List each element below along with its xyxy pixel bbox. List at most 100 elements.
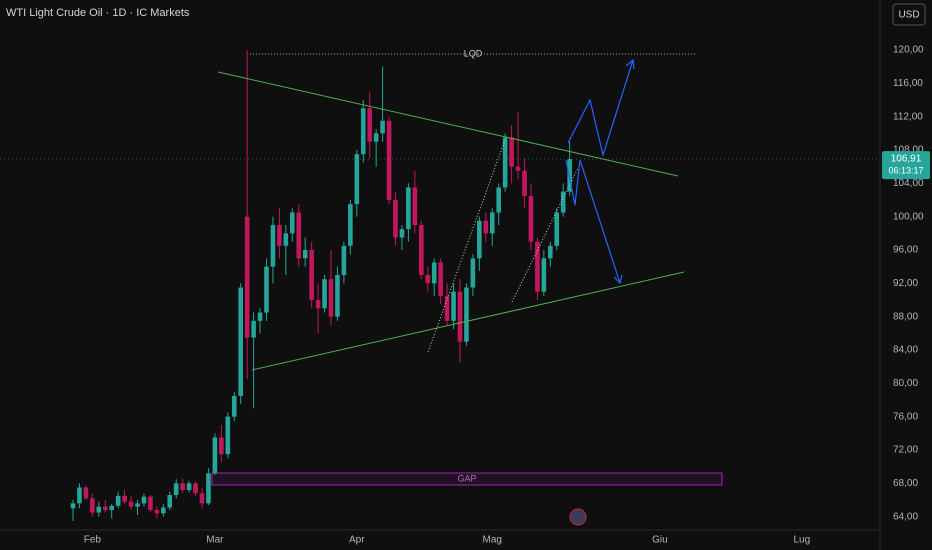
candle-body — [535, 241, 540, 292]
y-tick-label: 72,00 — [893, 445, 918, 456]
candle-body — [167, 495, 173, 508]
candle-body — [257, 312, 263, 321]
x-tick-label: Apr — [349, 535, 365, 546]
candle-body — [296, 212, 302, 259]
candle-body — [367, 108, 372, 142]
candle-body — [115, 495, 121, 506]
candle-body — [386, 120, 392, 200]
candle-body — [393, 200, 398, 238]
candle-body — [489, 212, 495, 234]
projection-up — [567, 59, 634, 158]
candle-body — [406, 187, 411, 230]
candle-body — [502, 137, 508, 188]
candle-body — [341, 245, 347, 275]
y-tick-label: 84,00 — [893, 345, 918, 356]
candle-body — [173, 483, 179, 495]
candle-body — [219, 437, 224, 455]
x-tick-label: Giu — [652, 535, 668, 546]
candle-body — [509, 137, 514, 167]
candle-body — [199, 493, 205, 504]
candle-body — [464, 287, 469, 342]
candle-body — [302, 250, 308, 259]
last-price-label: 106,91 — [891, 154, 922, 165]
candle-body — [141, 496, 147, 504]
candle-body — [328, 279, 334, 317]
y-tick-label: 68,00 — [893, 478, 918, 489]
candle-body — [264, 266, 269, 313]
candle-body — [470, 258, 476, 288]
candle-body — [425, 275, 431, 284]
candle-body — [251, 320, 256, 338]
candle-body — [477, 220, 482, 259]
candle-body — [206, 473, 211, 504]
candle-body — [283, 233, 289, 246]
y-tick-label: 112,00 — [893, 111, 923, 122]
candle-body — [438, 262, 443, 296]
candle-body — [541, 258, 547, 292]
y-tick-label: 92,00 — [893, 278, 918, 289]
candle-body — [315, 300, 321, 309]
event-icon[interactable] — [569, 508, 587, 526]
candle-body — [128, 501, 134, 507]
candle-body — [444, 295, 450, 321]
candle-body — [102, 506, 108, 510]
candle-body — [322, 279, 327, 309]
y-tick-label: 76,00 — [893, 411, 918, 422]
candle-body — [193, 483, 198, 494]
candle-body — [335, 275, 340, 317]
currency-label[interactable]: USD — [898, 10, 919, 21]
dotted-line — [511, 167, 579, 303]
chart-title: WTI Light Crude Oil · 1D · IC Markets — [6, 7, 190, 19]
candle-body — [451, 291, 456, 321]
arrow-head — [613, 274, 623, 285]
candle-body — [380, 120, 385, 134]
x-tick-label: Lug — [794, 535, 811, 546]
candle-body — [373, 133, 379, 142]
projection-down — [565, 159, 621, 284]
candle-body — [496, 187, 501, 213]
candle-body — [483, 220, 489, 234]
y-tick-label: 96,00 — [893, 245, 918, 256]
candle-body — [83, 487, 89, 499]
candle-body — [180, 483, 185, 490]
y-tick-label: 88,00 — [893, 311, 918, 322]
candle-body — [348, 204, 353, 246]
y-tick-label: 108,00 — [893, 145, 924, 156]
candle-body — [225, 416, 231, 455]
x-tick-label: Mag — [483, 535, 502, 546]
candle-body — [309, 250, 314, 300]
countdown-label: 06:13:17 — [888, 165, 923, 175]
candle-body — [244, 216, 250, 338]
candle-body — [135, 503, 140, 507]
candle-body — [457, 291, 463, 342]
candle-body — [528, 195, 534, 242]
candle-body — [77, 487, 82, 504]
candle-body — [419, 225, 424, 275]
y-tick-label: 64,00 — [893, 511, 918, 522]
candle-body — [360, 108, 366, 155]
candle-body — [548, 245, 553, 259]
candle-body — [186, 483, 192, 490]
candle-body — [154, 510, 160, 514]
candle-body — [212, 437, 218, 474]
candle-body — [122, 495, 127, 502]
lqd-label: LQD — [464, 48, 483, 58]
gap-box — [211, 472, 723, 486]
y-tick-label: 80,00 — [893, 378, 918, 389]
x-tick-label: Mar — [206, 535, 224, 546]
candle-body — [270, 225, 276, 267]
candle-body — [109, 505, 114, 510]
candle-body — [70, 503, 76, 509]
currency-button[interactable] — [892, 3, 926, 26]
candle-body — [515, 166, 521, 171]
candle-body — [96, 506, 102, 513]
candle-body — [554, 212, 560, 246]
candle-body — [148, 496, 153, 510]
y-tick-label: 116,00 — [893, 78, 923, 89]
candle-body — [522, 170, 527, 196]
candle-body — [231, 395, 237, 417]
candle-body — [90, 498, 95, 513]
